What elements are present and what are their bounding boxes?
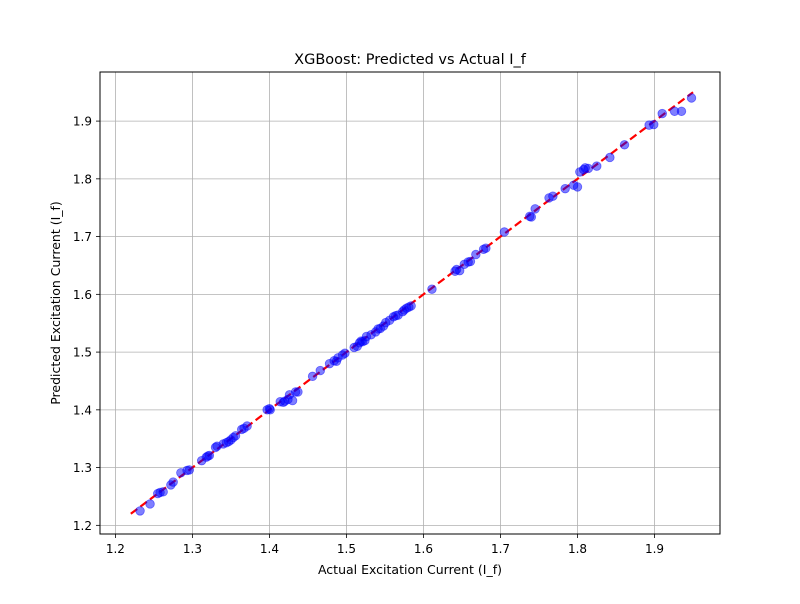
x-tick-label: 1.2: [106, 542, 125, 556]
y-tick-label: 1.6: [73, 288, 92, 302]
y-tick-label: 1.5: [73, 346, 92, 360]
y-tick-label: 1.8: [73, 172, 92, 186]
data-point: [530, 204, 540, 214]
y-tick-label: 1.2: [73, 519, 92, 533]
data-point: [427, 284, 437, 294]
data-point: [145, 499, 155, 509]
y-tick-label: 1.4: [73, 403, 92, 417]
data-point: [526, 212, 537, 222]
x-tick-label: 1.9: [645, 542, 664, 556]
data-point: [583, 163, 593, 174]
data-point: [307, 371, 318, 382]
data-point: [471, 249, 481, 260]
axes-frame: [99, 71, 721, 535]
data-point: [204, 450, 215, 461]
data-point: [481, 243, 491, 253]
y-tick-label: 1.3: [73, 461, 92, 475]
data-point: [168, 477, 178, 487]
grid: [100, 72, 720, 534]
data-point: [619, 140, 630, 150]
data-point: [649, 119, 659, 130]
data-point: [657, 108, 667, 119]
x-tick-label: 1.4: [260, 542, 279, 556]
data-point: [560, 183, 570, 194]
y-axis: 1.2 1.3 1.4 1.5 1.6 1.7 1.8 1.9: [73, 115, 100, 533]
data-point: [135, 506, 145, 516]
y-tick-label: 1.9: [73, 115, 92, 129]
x-tick-label: 1.7: [491, 542, 510, 556]
data-point: [592, 161, 602, 171]
data-point: [406, 301, 416, 311]
points-group: [135, 93, 697, 516]
y-axis-label: Predicted Excitation Current (I_f): [48, 201, 63, 405]
data-point: [287, 395, 298, 406]
x-tick-label: 1.6: [414, 542, 433, 556]
data-point: [572, 182, 583, 192]
data-point: [230, 431, 241, 441]
data-point: [265, 405, 275, 415]
data-point: [158, 487, 168, 497]
data-point: [293, 387, 303, 397]
x-tick-label: 1.3: [183, 542, 202, 556]
data-point: [499, 227, 510, 237]
data-point: [184, 465, 195, 475]
x-tick-label: 1.8: [568, 542, 587, 556]
data-point: [465, 256, 476, 267]
data-point: [242, 421, 252, 431]
data-point: [605, 152, 615, 163]
data-point: [454, 265, 465, 276]
data-point: [315, 365, 325, 376]
data-point: [676, 106, 687, 116]
y-tick-label: 1.7: [73, 230, 92, 244]
x-tick-label: 1.5: [337, 542, 356, 556]
data-point: [548, 191, 558, 201]
x-axis: 1.2 1.3 1.4 1.5 1.6 1.7 1.8 1.9: [106, 534, 664, 556]
x-axis-label: Actual Excitation Current (I_f): [318, 562, 502, 577]
data-point: [340, 348, 350, 358]
data-point: [686, 93, 697, 103]
chart-title: XGBoost: Predicted vs Actual I_f: [294, 52, 527, 68]
